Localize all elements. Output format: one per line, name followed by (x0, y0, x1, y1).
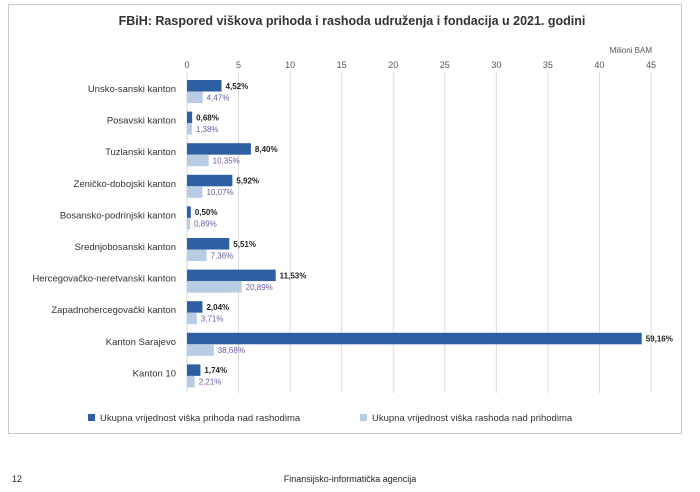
data-label: 5,51% (233, 240, 256, 249)
x-tick-label: 25 (440, 60, 450, 70)
footer-agency: Finansijsko-informatička agencija (283, 474, 417, 484)
data-label: 20,89% (246, 283, 273, 292)
bar-surplus-expense (187, 154, 209, 167)
legend-label: Ukupna vrijednost viška prihoda nad rash… (100, 413, 301, 424)
bar-surplus-revenue (187, 143, 251, 155)
page-number: 12 (12, 474, 23, 484)
category-label: Zeničko-dobojski kanton (74, 179, 176, 190)
legend-swatch (360, 414, 367, 421)
data-label: 10,07% (206, 188, 233, 197)
bar-surplus-expense (187, 281, 242, 293)
legend-swatch (88, 414, 95, 421)
bar-surplus-revenue (187, 206, 191, 218)
bar-surplus-revenue (187, 269, 276, 282)
bar-surplus-expense (187, 91, 203, 103)
category-label: Kanton Sarajevo (106, 337, 176, 348)
data-label: 4,52% (226, 82, 249, 91)
category-label: Kanton 10 (133, 368, 176, 379)
data-label: 0,50% (195, 208, 218, 217)
data-label: 3,71% (201, 314, 224, 323)
category-label: Bosansko-podrinjski kanton (60, 210, 176, 221)
data-label: 5,92% (236, 177, 259, 186)
data-label: 2,04% (206, 303, 229, 312)
bar-surplus-expense (187, 375, 195, 388)
x-tick-label: 20 (388, 60, 398, 70)
data-label: 2,21% (199, 378, 222, 387)
x-tick-label: 40 (594, 60, 604, 70)
data-label: 0,68% (196, 113, 219, 122)
bar-surplus-revenue (187, 111, 193, 124)
bar-surplus-revenue (187, 80, 222, 92)
category-label: Unsko-sanski kanton (88, 84, 176, 95)
bar-surplus-revenue (187, 238, 230, 250)
bar-surplus-revenue (187, 301, 203, 313)
x-tick-label: 10 (285, 60, 295, 70)
bar-surplus-revenue (187, 332, 642, 345)
data-label: 1,38% (196, 125, 219, 134)
x-tick-label: 5 (236, 60, 241, 70)
bar-surplus-expense (187, 217, 191, 230)
category-label: Tuzlanski kanton (105, 147, 176, 158)
data-label: 0,89% (194, 220, 217, 229)
chart-title: FBiH: Raspored viškova prihoda i rashoda… (119, 14, 586, 28)
data-label: 10,35% (213, 156, 240, 165)
category-label: Zapadnohercegovački kanton (51, 305, 176, 316)
bar-surplus-revenue (187, 174, 233, 187)
category-label: Hercegovačko-neretvanski kanton (32, 274, 176, 285)
data-label: 59,16% (646, 335, 673, 344)
data-label: 1,74% (204, 366, 227, 375)
x-tick-label: 0 (184, 60, 189, 70)
category-label: Srednjobosanski kanton (75, 242, 176, 253)
data-label: 8,40% (255, 145, 278, 154)
x-tick-label: 45 (646, 60, 656, 70)
chart-frame (8, 4, 682, 434)
data-label: 4,47% (207, 93, 230, 102)
bar-surplus-expense (187, 344, 214, 356)
category-label: Posavski kanton (107, 116, 176, 127)
bar-surplus-expense (187, 123, 192, 135)
x-tick-label: 15 (337, 60, 347, 70)
data-label: 38,68% (218, 346, 245, 355)
bar-surplus-expense (187, 186, 203, 198)
bar-surplus-expense (187, 312, 197, 325)
legend-label: Ukupna vrijednost viška rashoda nad prih… (372, 413, 573, 424)
unit-label: Milioni BAM (610, 46, 653, 55)
bar-surplus-expense (187, 249, 207, 261)
data-label: 7,36% (211, 251, 234, 260)
x-tick-label: 30 (491, 60, 501, 70)
bar-surplus-revenue (187, 364, 201, 376)
x-tick-label: 35 (543, 60, 553, 70)
data-label: 11,53% (280, 271, 307, 280)
